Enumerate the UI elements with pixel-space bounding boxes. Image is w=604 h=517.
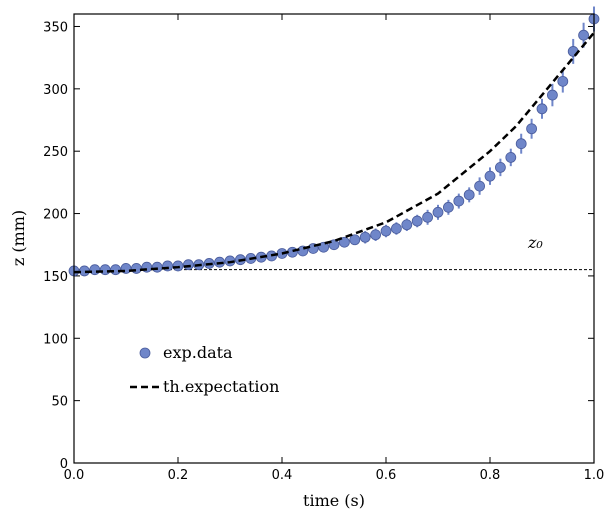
x-tick-label: 0.2 bbox=[168, 468, 189, 483]
data-point bbox=[380, 225, 392, 237]
data-point bbox=[359, 231, 371, 243]
data-point bbox=[557, 75, 569, 87]
y-tick-label: 150 bbox=[43, 270, 68, 285]
data-point bbox=[484, 170, 496, 182]
y-tick-label: 250 bbox=[43, 145, 68, 160]
data-point bbox=[547, 89, 558, 101]
legend-label: th.expectation bbox=[163, 377, 279, 396]
data-point bbox=[286, 246, 298, 258]
legend-label: exp.data bbox=[163, 343, 233, 362]
reference-label: z₀ bbox=[527, 233, 543, 252]
data-point bbox=[453, 195, 465, 207]
data-point bbox=[338, 236, 350, 248]
data-point bbox=[494, 162, 506, 173]
x-tick-label: 0.8 bbox=[480, 468, 501, 483]
y-tick-label: 350 bbox=[43, 20, 68, 35]
plot-frame bbox=[73, 13, 595, 464]
data-point bbox=[505, 152, 517, 163]
data-point bbox=[411, 215, 423, 227]
x-tick-label: 0.4 bbox=[272, 468, 293, 483]
y-tick-label: 0 bbox=[60, 457, 68, 472]
data-point bbox=[578, 29, 589, 41]
y-tick-label: 300 bbox=[43, 83, 68, 98]
x-axis-label: time (s) bbox=[303, 491, 365, 510]
data-point bbox=[526, 123, 537, 135]
data-point bbox=[89, 264, 101, 276]
y-tick-label: 200 bbox=[43, 208, 68, 223]
y-tick-label: 50 bbox=[51, 395, 68, 410]
y-axis-label: z (mm) bbox=[9, 210, 28, 266]
data-point bbox=[349, 234, 361, 246]
data-point bbox=[99, 264, 111, 276]
x-tick-label: 0.0 bbox=[64, 468, 85, 483]
data-point bbox=[432, 206, 444, 218]
data-point bbox=[422, 211, 434, 223]
data-point bbox=[151, 261, 163, 273]
legend-marker bbox=[139, 347, 151, 359]
data-point bbox=[463, 189, 475, 201]
data-point bbox=[401, 219, 413, 231]
theory-line bbox=[73, 31, 595, 274]
data-point bbox=[442, 201, 454, 213]
data-point bbox=[474, 180, 486, 192]
data-point bbox=[110, 264, 121, 276]
data-point bbox=[515, 138, 527, 150]
x-tick-label: 1.0 bbox=[584, 468, 604, 483]
x-tick-label: 0.6 bbox=[376, 468, 397, 483]
data-point bbox=[182, 259, 194, 271]
data-point bbox=[390, 223, 402, 234]
data-point bbox=[536, 103, 548, 115]
y-tick-label: 100 bbox=[43, 332, 68, 347]
data-point bbox=[318, 241, 330, 253]
data-point bbox=[130, 263, 142, 274]
data-point bbox=[370, 229, 382, 241]
